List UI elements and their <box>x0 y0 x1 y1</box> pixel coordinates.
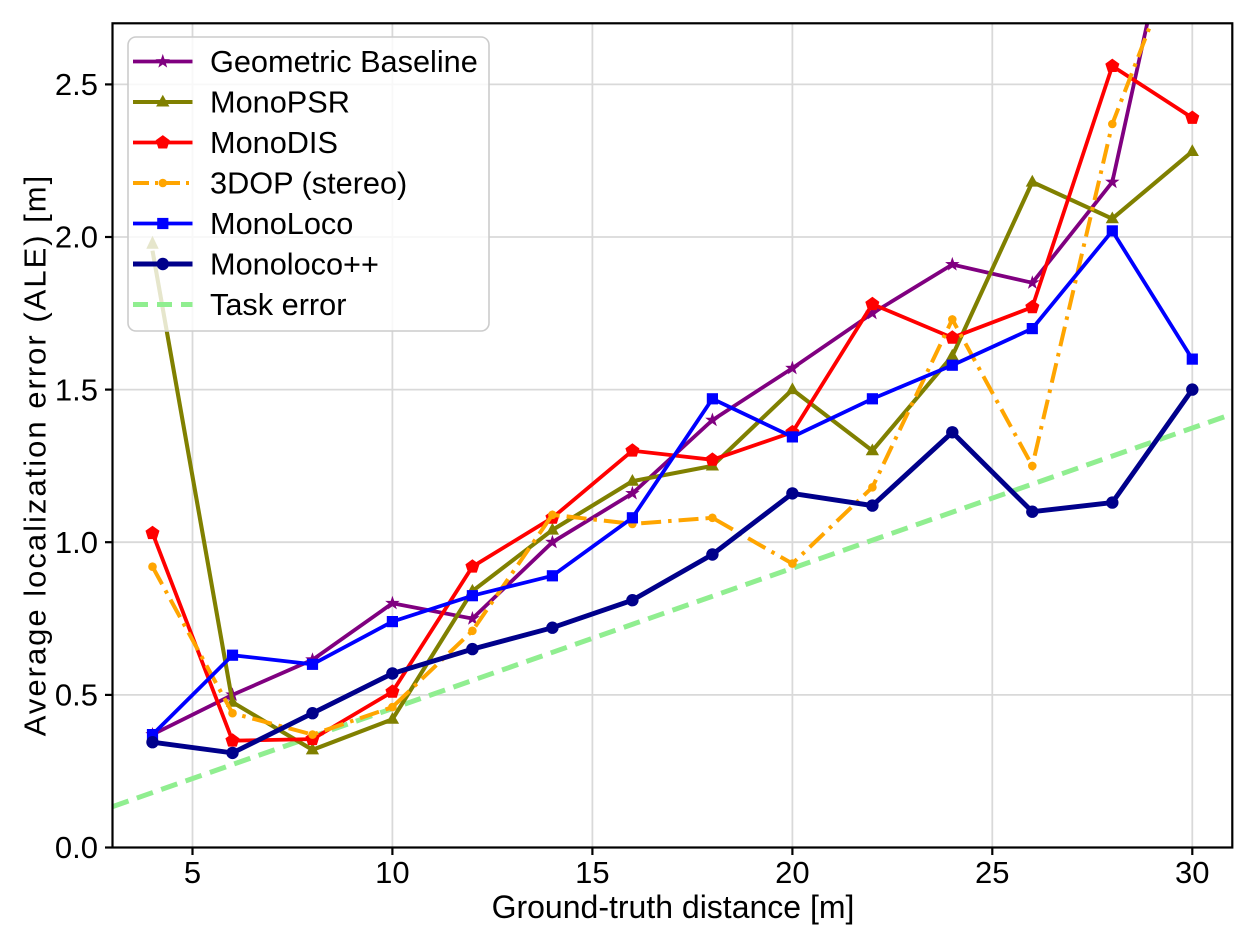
svg-text:25: 25 <box>975 855 1009 890</box>
svg-text:10: 10 <box>375 855 409 890</box>
svg-text:15: 15 <box>575 855 609 890</box>
svg-text:Ground-truth distance [m]: Ground-truth distance [m] <box>492 889 855 925</box>
svg-text:Monoloco++: Monoloco++ <box>210 246 379 281</box>
svg-text:0.5: 0.5 <box>55 678 98 713</box>
svg-text:2.0: 2.0 <box>55 220 98 255</box>
svg-text:30: 30 <box>1175 855 1209 890</box>
svg-text:2.5: 2.5 <box>55 67 98 102</box>
svg-text:MonoDIS: MonoDIS <box>210 125 338 160</box>
svg-text:1.0: 1.0 <box>55 525 98 560</box>
svg-text:5: 5 <box>184 855 201 890</box>
svg-text:Average localization error (AL: Average localization error (ALE) [m] <box>18 174 53 736</box>
svg-text:3DOP (stereo): 3DOP (stereo) <box>210 165 407 200</box>
svg-text:1.5: 1.5 <box>55 372 98 407</box>
svg-text:MonoPSR: MonoPSR <box>210 84 350 119</box>
svg-text:0.0: 0.0 <box>55 830 98 865</box>
svg-text:Geometric Baseline: Geometric Baseline <box>210 44 478 79</box>
svg-text:MonoLoco: MonoLoco <box>210 206 353 241</box>
svg-text:20: 20 <box>775 855 809 890</box>
svg-text:Task error: Task error <box>210 287 346 322</box>
